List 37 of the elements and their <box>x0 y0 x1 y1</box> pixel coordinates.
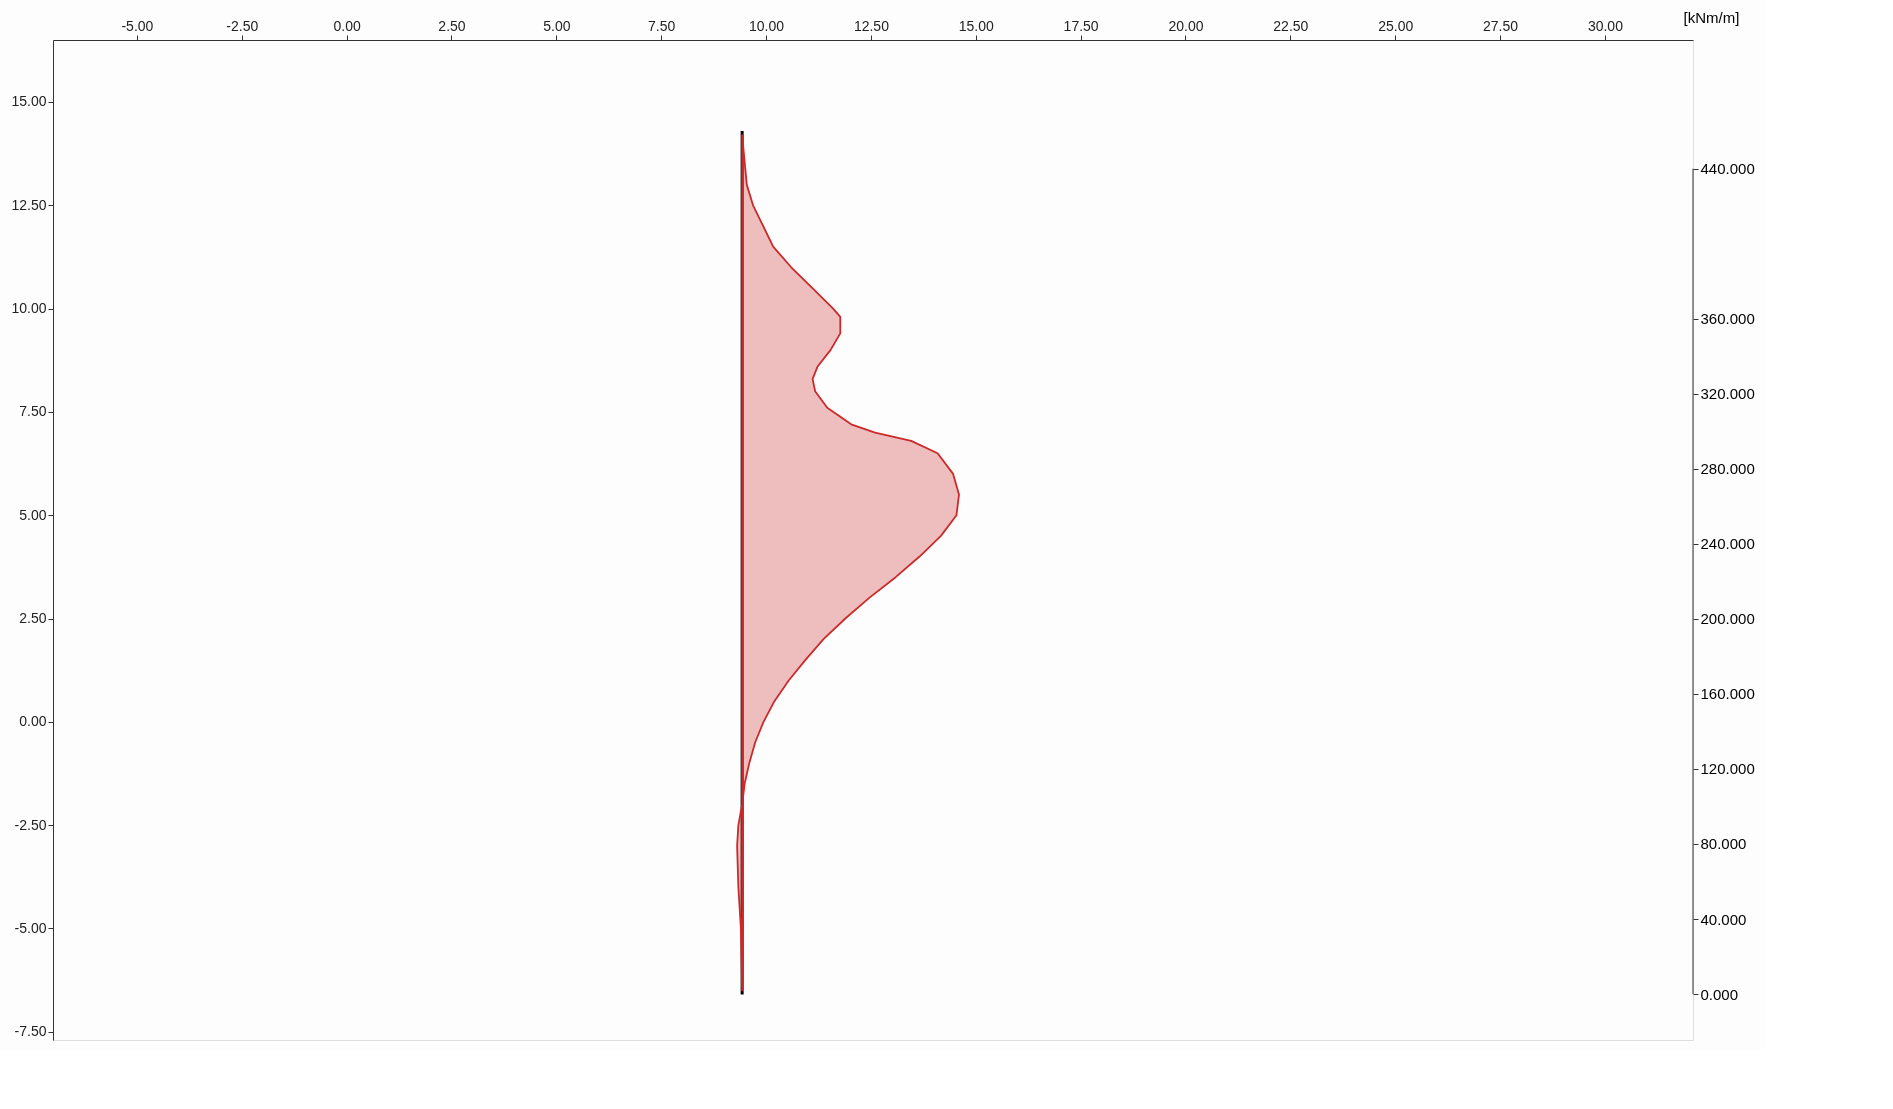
x-tick-label: 12.50 <box>853 17 890 34</box>
x-tick-label: 17.50 <box>1063 17 1099 34</box>
y-tick-label: 0.00 <box>19 713 47 730</box>
y-tick-label: 10.00 <box>11 300 47 317</box>
y2-tick-label: 160.000 <box>1700 685 1755 703</box>
y2-tick-label: 440.000 <box>1700 160 1755 178</box>
y-tick-label: -2.50 <box>14 816 47 833</box>
y2-tick-label: 40.000 <box>1700 910 1747 928</box>
x-tick-label: -5.00 <box>121 17 154 34</box>
x-tick-label: 10.00 <box>749 17 785 34</box>
x-tick-label: 15.00 <box>958 17 994 34</box>
y2-tick-label: 120.000 <box>1700 760 1755 778</box>
x-tick-label: -2.50 <box>226 17 259 34</box>
y2-tick-label: 80.000 <box>1700 835 1747 853</box>
y2-tick-label: 280.000 <box>1700 460 1755 478</box>
y2-tick-label: 360.000 <box>1700 310 1755 328</box>
x-tick-label: 2.50 <box>438 17 466 34</box>
y2-tick-label: 0.000 <box>1700 985 1739 1003</box>
y-tick-label: -5.00 <box>14 919 47 936</box>
x-tick-label: 30.00 <box>1587 17 1624 34</box>
y2-tick-label: 320.000 <box>1700 385 1755 403</box>
x-tick-label: 22.50 <box>1273 17 1309 34</box>
x-tick-label: 27.50 <box>1483 17 1519 34</box>
y2-axis-title: [kNm/m] <box>1683 8 1740 26</box>
x-tick-label: 7.50 <box>648 17 676 34</box>
y-tick-label: 12.50 <box>11 196 47 213</box>
x-tick-label: 20.00 <box>1168 17 1204 34</box>
y-tick-label: 5.00 <box>19 506 47 523</box>
y-tick-label: 15.00 <box>11 93 47 110</box>
x-tick-label: 5.00 <box>543 17 571 34</box>
x-tick-label: 0.00 <box>333 17 361 34</box>
y-tick-label: 7.50 <box>19 403 47 420</box>
y2-tick-label: 200.000 <box>1700 610 1755 628</box>
y-tick-label: -7.50 <box>14 1023 47 1040</box>
y-tick-label: 2.50 <box>19 610 47 627</box>
x-tick-label: 25.00 <box>1378 17 1414 34</box>
y2-tick-label: 240.000 <box>1700 535 1755 553</box>
